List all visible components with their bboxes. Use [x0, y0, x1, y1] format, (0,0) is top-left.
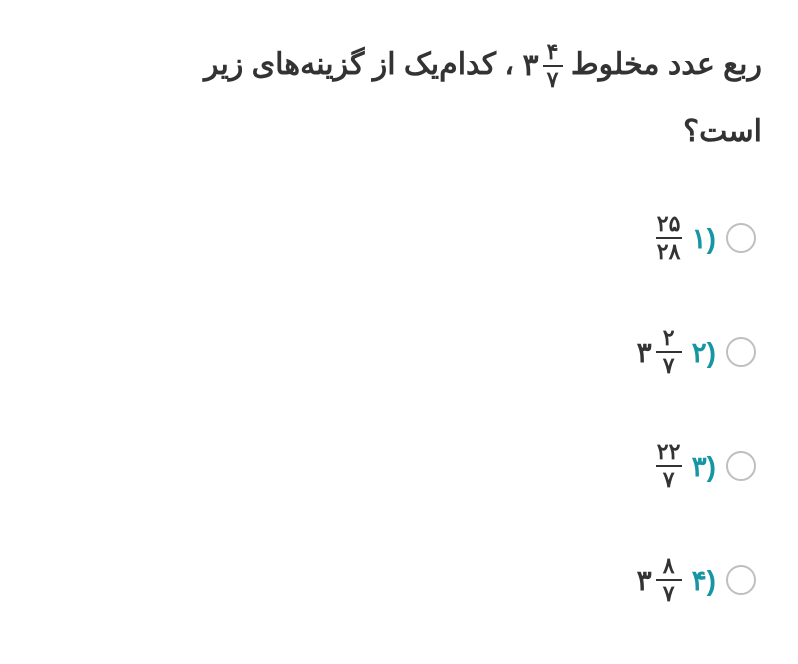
option-denominator: ۷: [663, 353, 675, 377]
radio-icon[interactable]: [726, 451, 756, 481]
question-part2: ، کدام‌یک از گزینه‌های زیر: [204, 48, 514, 81]
radio-icon[interactable]: [726, 565, 756, 595]
option-value: ۲۲ ۷: [656, 441, 682, 491]
radio-icon[interactable]: [726, 337, 756, 367]
question-text: ربع عدد مخلوط ۳ ۴ ۷ ، کدام‌یک از گزینه‌ه…: [36, 32, 762, 165]
option-fraction: ۸ ۷: [656, 555, 682, 605]
option-number: ۴): [692, 564, 716, 597]
option-2[interactable]: ۲) ۳ ۲ ۷: [637, 327, 756, 377]
option-denominator: ۲۸: [657, 239, 681, 263]
option-whole: ۳: [637, 564, 652, 597]
mixed-fraction: ۴ ۷: [543, 41, 563, 91]
option-whole: ۳: [637, 336, 652, 369]
option-value: ۲۵ ۲۸: [656, 213, 682, 263]
option-4[interactable]: ۴) ۳ ۸ ۷: [637, 555, 756, 605]
mixed-whole: ۳: [522, 33, 538, 99]
options-list: ۱) ۲۵ ۲۸ ۲) ۳ ۲ ۷ ۳) ۲۲ ۷: [36, 213, 762, 605]
mixed-denominator: ۷: [547, 67, 559, 91]
option-fraction: ۲۵ ۲۸: [656, 213, 682, 263]
option-numerator: ۲: [663, 327, 675, 351]
question-part1: ربع عدد مخلوط: [563, 48, 762, 81]
option-3[interactable]: ۳) ۲۲ ۷: [656, 441, 756, 491]
option-numerator: ۲۲: [657, 441, 681, 465]
option-denominator: ۷: [663, 467, 675, 491]
option-numerator: ۲۵: [657, 213, 681, 237]
option-number: ۲): [692, 336, 716, 369]
option-numerator: ۸: [663, 555, 675, 579]
radio-icon[interactable]: [726, 223, 756, 253]
option-value: ۳ ۸ ۷: [637, 555, 682, 605]
option-value: ۳ ۲ ۷: [637, 327, 682, 377]
question-part3: است؟: [683, 115, 762, 148]
option-1[interactable]: ۱) ۲۵ ۲۸: [656, 213, 756, 263]
option-denominator: ۷: [663, 581, 675, 605]
option-fraction: ۲ ۷: [656, 327, 682, 377]
option-number: ۱): [692, 222, 716, 255]
mixed-numerator: ۴: [547, 41, 559, 65]
option-number: ۳): [692, 450, 716, 483]
question-mixed-number: ۳ ۴ ۷: [522, 33, 562, 99]
option-fraction: ۲۲ ۷: [656, 441, 682, 491]
